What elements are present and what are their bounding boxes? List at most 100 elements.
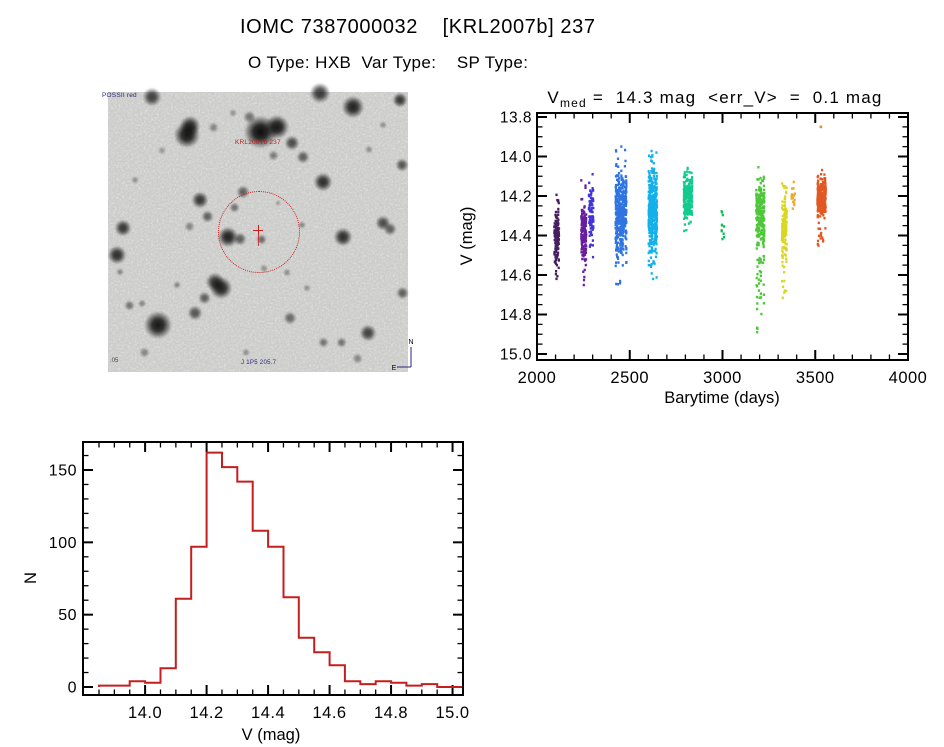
star xyxy=(333,227,353,247)
star xyxy=(302,283,312,293)
svg-text:15.0: 15.0 xyxy=(435,704,469,722)
svg-text:0: 0 xyxy=(68,680,77,697)
target-crosshair-tail xyxy=(258,235,259,246)
survey-label: POSSII red xyxy=(102,92,137,99)
scatter-cluster-epoch-3000 xyxy=(720,210,726,241)
star xyxy=(309,82,332,105)
histogram-plot: 14.0 14.2 14.4 14.6 14.8 15.0 0 50 100 150 V (mag… xyxy=(22,441,469,744)
svg-text:13.8: 13.8 xyxy=(500,110,532,127)
scatter-cluster-epoch-2290 xyxy=(587,173,595,259)
svg-text:14.6: 14.6 xyxy=(500,268,532,285)
coords-label: J 1P5 205.7 xyxy=(241,360,277,366)
svg-text:14.2: 14.2 xyxy=(500,189,532,206)
target-aperture-circle xyxy=(218,191,300,273)
scatter-cluster-epoch-3200 xyxy=(755,166,766,334)
lightcurve-y-axis-label: V (mag) xyxy=(458,207,476,266)
scatter-cluster-epoch-2250 xyxy=(580,179,588,287)
svg-text:150: 150 xyxy=(49,463,77,480)
svg-text:14.0: 14.0 xyxy=(500,149,532,166)
compass-icon: N E xyxy=(392,339,414,371)
star xyxy=(130,175,140,185)
star xyxy=(340,95,366,120)
svg-text:3000: 3000 xyxy=(703,369,742,387)
star xyxy=(351,352,363,364)
star xyxy=(241,348,251,357)
star xyxy=(282,268,292,278)
star xyxy=(359,324,377,342)
svg-text:14.4: 14.4 xyxy=(500,228,532,245)
svg-text:2500: 2500 xyxy=(610,369,649,387)
lightcurve-plot: 2000 2500 3000 3500 4000 13.8 14.0 14.2 14.4 14.6… xyxy=(458,88,928,407)
star xyxy=(392,92,408,108)
star xyxy=(267,149,279,161)
scatter-cluster-epoch-2620 xyxy=(647,149,658,281)
lightcurve-title: Vmed = 14.3 mag <err_V> = 0.1 mag xyxy=(547,88,882,110)
scatter-cluster-epoch-2100 xyxy=(553,193,561,281)
star xyxy=(395,158,409,172)
histogram-x-axis-label: V (mag) xyxy=(242,726,301,744)
star xyxy=(187,305,203,321)
svg-text:15.0: 15.0 xyxy=(500,347,532,364)
svg-text:100: 100 xyxy=(49,535,77,552)
star xyxy=(296,150,310,164)
svg-text:4000: 4000 xyxy=(889,369,928,387)
svg-text:14.4: 14.4 xyxy=(251,704,285,722)
compass-north-label: N xyxy=(408,339,413,346)
svg-text:14.0: 14.0 xyxy=(128,704,162,722)
histogram-axes: 14.0 14.2 14.4 14.6 14.8 15.0 0 50 100 150 xyxy=(49,441,469,722)
star xyxy=(157,146,167,156)
star xyxy=(191,191,209,209)
scatter-cluster-epoch-3330 xyxy=(780,182,788,300)
star xyxy=(178,114,201,137)
star xyxy=(184,221,196,233)
star xyxy=(142,309,174,341)
page-subtitle: O Type: HXB Var Type: SP Type: xyxy=(248,53,529,72)
scatter-cluster-epoch-3540 xyxy=(816,168,827,247)
star xyxy=(297,220,307,230)
star xyxy=(114,219,132,237)
star xyxy=(124,299,136,311)
svg-text:14.2: 14.2 xyxy=(190,704,224,722)
star xyxy=(198,291,212,305)
star xyxy=(364,144,374,154)
star xyxy=(138,346,150,358)
scatter-cluster-epoch-2800 xyxy=(682,166,694,233)
svg-text:2000: 2000 xyxy=(518,369,557,387)
star xyxy=(336,337,348,349)
star xyxy=(137,298,147,308)
star xyxy=(207,121,219,133)
lightcurve-x-axis-label: Barytime (days) xyxy=(664,389,780,407)
lightcurve-axes: 2000 2500 3000 3500 4000 13.8 14.0 14.2 14.4 14.6… xyxy=(500,110,928,388)
star xyxy=(383,222,397,236)
star xyxy=(396,286,410,300)
star xyxy=(283,311,297,325)
histogram-y-axis-label: N xyxy=(22,572,40,584)
svg-text:14.6: 14.6 xyxy=(313,704,347,722)
page-title: IOMC 7387000032 [KRL2007b] 237 xyxy=(240,16,596,38)
scatter-cluster-epoch-2450 xyxy=(614,145,628,286)
star xyxy=(243,110,257,124)
svg-text:14.8: 14.8 xyxy=(374,704,408,722)
star xyxy=(142,87,162,107)
scatter-cluster-epoch-3380 xyxy=(790,180,796,210)
star xyxy=(115,267,125,277)
star xyxy=(313,171,333,192)
star xyxy=(209,275,234,301)
lightcurve-points xyxy=(553,125,827,334)
svg-text:3500: 3500 xyxy=(796,369,835,387)
svg-text:50: 50 xyxy=(58,607,77,624)
star xyxy=(263,113,291,141)
scale-label: .05 xyxy=(110,358,119,364)
svg-text:14.8: 14.8 xyxy=(500,307,532,324)
compass-east-label: E xyxy=(392,365,397,371)
histogram-outline xyxy=(98,451,462,688)
star xyxy=(378,120,388,130)
star xyxy=(107,245,127,265)
star xyxy=(284,135,300,151)
star xyxy=(317,337,329,349)
star xyxy=(201,210,215,224)
finder-chart: POSSII red KRL2007b 237 J 1P5 205.7 .05 … xyxy=(102,82,414,372)
star xyxy=(228,108,238,118)
target-crosshair xyxy=(258,225,259,235)
